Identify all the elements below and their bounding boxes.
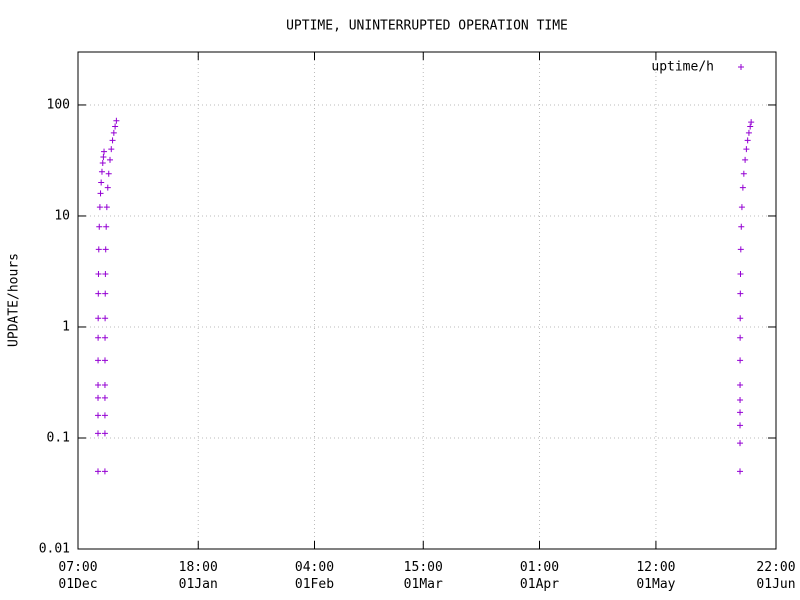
point xyxy=(95,271,102,278)
x-tick-label: 12:00 01May xyxy=(636,560,676,592)
y-tick-label: 0.1 xyxy=(47,430,70,445)
point xyxy=(95,382,102,389)
legend-symbol xyxy=(738,64,744,70)
point xyxy=(737,246,744,253)
point xyxy=(737,422,744,429)
point xyxy=(748,119,755,126)
y-tick-label: 1 xyxy=(62,319,70,334)
point xyxy=(108,146,115,153)
point xyxy=(102,290,109,297)
point xyxy=(737,271,744,278)
point xyxy=(737,315,744,322)
point xyxy=(101,468,108,475)
point xyxy=(102,334,109,341)
point xyxy=(737,409,744,416)
point xyxy=(737,290,744,297)
point xyxy=(95,412,102,419)
x-tick-label: 15:00 01Mar xyxy=(403,560,443,592)
point xyxy=(101,430,108,437)
x-tick-label: 18:00 01Jan xyxy=(178,560,218,592)
x-tick-label: 04:00 01Feb xyxy=(294,560,335,592)
point xyxy=(745,129,752,136)
plot-border xyxy=(77,51,777,550)
point xyxy=(747,123,754,130)
chart-title: UPTIME, UNINTERRUPTED OPERATION TIME xyxy=(286,19,568,34)
x-tick-label: 07:00 01Dec xyxy=(58,560,98,592)
point xyxy=(104,184,111,191)
point xyxy=(739,184,746,191)
point xyxy=(95,430,102,437)
point xyxy=(95,246,102,253)
point xyxy=(737,382,744,389)
point xyxy=(102,271,109,278)
point xyxy=(740,170,747,177)
point xyxy=(738,204,745,211)
point xyxy=(101,412,108,419)
point xyxy=(102,246,109,253)
point xyxy=(103,204,110,211)
point xyxy=(95,357,102,364)
point xyxy=(107,156,114,163)
point xyxy=(101,148,108,155)
y-tick-label: 0.01 xyxy=(39,542,70,557)
point xyxy=(109,137,116,144)
y-axis-label: UPDATE/hours xyxy=(7,253,22,347)
point xyxy=(113,117,120,124)
point xyxy=(737,334,744,341)
point xyxy=(99,160,106,167)
point xyxy=(97,190,104,197)
point xyxy=(98,168,105,175)
point xyxy=(110,129,117,136)
point xyxy=(101,394,108,401)
point xyxy=(743,146,750,153)
point xyxy=(96,204,103,211)
y-tick-label: 10 xyxy=(54,208,70,223)
point xyxy=(95,315,102,322)
point xyxy=(101,382,108,389)
point xyxy=(112,123,119,130)
point xyxy=(737,440,744,447)
point xyxy=(738,223,745,230)
legend-label: uptime/h xyxy=(651,60,714,75)
y-tick-label: 100 xyxy=(47,97,70,112)
x-tick-label: 01:00 01Apr xyxy=(519,560,560,592)
point xyxy=(100,153,107,160)
point xyxy=(742,156,749,163)
point xyxy=(737,357,744,364)
point xyxy=(737,468,744,475)
point xyxy=(103,223,110,230)
point xyxy=(98,179,105,186)
point xyxy=(102,315,109,322)
point xyxy=(94,468,101,475)
point xyxy=(744,137,751,144)
point xyxy=(95,290,102,297)
point xyxy=(96,223,103,230)
point xyxy=(105,170,112,177)
x-tick-label: 22:00 01Jun xyxy=(756,560,796,592)
point xyxy=(95,334,102,341)
point xyxy=(737,396,744,403)
point xyxy=(101,357,108,364)
point xyxy=(95,394,102,401)
